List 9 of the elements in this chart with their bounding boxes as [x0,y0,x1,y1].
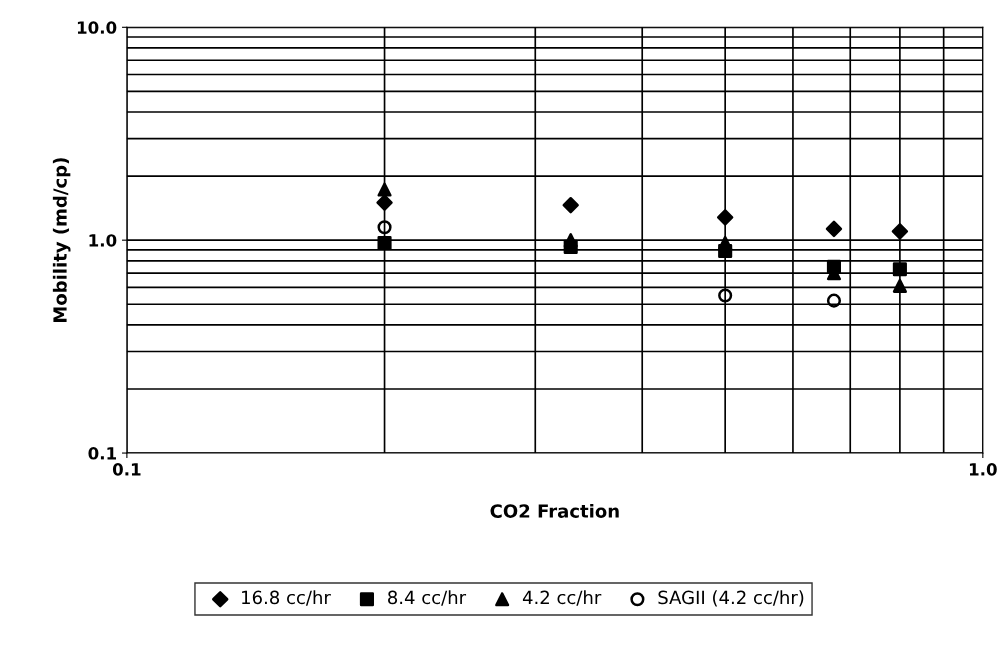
legend-label: 8.4 cc/hr [388,590,467,606]
legend-label: SAGII (4.2 cc/hr) [658,590,804,607]
y-tick-label: 0.1 [88,447,117,460]
y-axis-title: Mobility (md/cp) [52,158,71,323]
x-axis-title: CO2 Fraction [490,503,619,518]
y-tick-label: 10.0 [77,21,117,34]
legend-label: 16.8 cc/hr [242,590,331,606]
y-tick-label: 1.0 [89,234,117,247]
legend-label: 4.2 cc/hr [522,590,602,606]
